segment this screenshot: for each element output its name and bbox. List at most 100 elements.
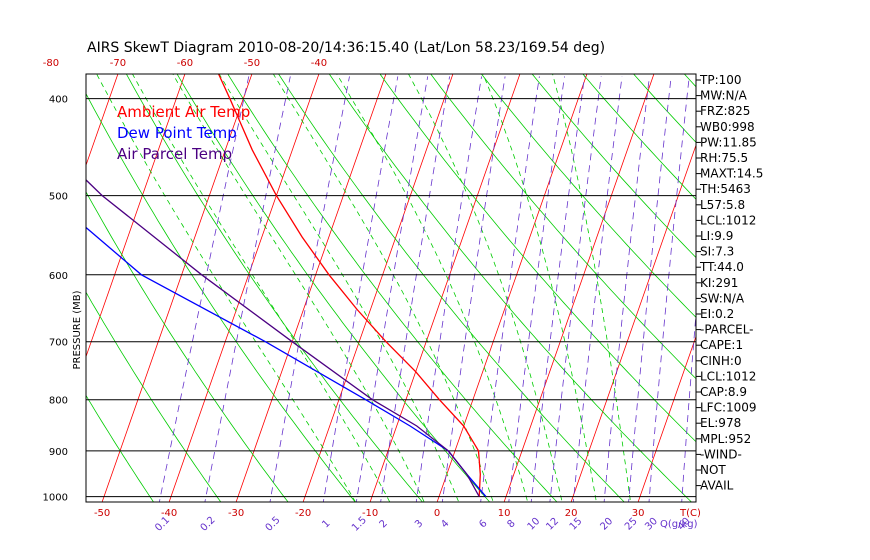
bottom-temp-tick-label: 0 xyxy=(434,508,440,519)
pressure-tick-label: 400 xyxy=(49,95,68,106)
bottom-temp-tick-label: 10 xyxy=(498,508,511,519)
mixing-ratio-line xyxy=(530,76,585,502)
dry-adiabat-line xyxy=(422,0,870,518)
dry-adiabat-line xyxy=(379,74,696,443)
dry-adiabat-line xyxy=(683,74,696,88)
isotherm-line xyxy=(302,74,454,502)
isotherm-line xyxy=(101,74,253,502)
isotherm-line xyxy=(503,74,655,502)
isotherm-line xyxy=(86,74,119,167)
mixing-ratio-line xyxy=(572,76,623,502)
sounding-series xyxy=(86,74,487,498)
dry-adiabat-line xyxy=(582,74,696,200)
legend: Ambient Air Temp Dew Point Temp Air Parcel… xyxy=(117,103,250,163)
isotherm-line xyxy=(436,74,588,502)
mixing-ratio-line xyxy=(322,76,399,502)
y-axis-label: PRESSURE (MB) xyxy=(72,290,83,369)
isobar-lines xyxy=(86,98,696,498)
top-temp-tick-label: -60 xyxy=(177,58,193,69)
legend-entry: Dew Point Temp xyxy=(117,124,237,142)
index-entry: MW:N/A xyxy=(700,89,748,103)
isotherm-line xyxy=(0,64,54,512)
dry-adiabat-line xyxy=(86,500,87,502)
mixing-ratio-tick-label: 30 xyxy=(643,516,660,533)
pressure-tick-label: 500 xyxy=(49,192,68,203)
bottom-temp-tick-label: -50 xyxy=(94,508,110,519)
top-temp-tick-label: -70 xyxy=(110,58,126,69)
moist-adiabat-line xyxy=(172,74,425,502)
isotherm-line xyxy=(168,74,320,502)
index-entry: MAXT:14.5 xyxy=(700,167,763,181)
moist-adiabat-line xyxy=(218,74,460,502)
index-entry: WB0:998 xyxy=(700,120,755,134)
index-entry: LCL:1012 xyxy=(700,213,756,227)
isotherm-line xyxy=(369,74,521,502)
chart-title: AIRS SkewT Diagram 2010-08-20/14:36:15.4… xyxy=(87,40,605,56)
dry-adiabat-line xyxy=(328,74,692,502)
mixing-ratio-tick-label: 12 xyxy=(544,516,561,533)
dry-adiabat-line xyxy=(430,74,696,380)
mixing-ratio-tick-label: 10 xyxy=(526,516,543,533)
bottom-temp-tick-labels: -50 -40 -30 -20 -10 0 10 20 30 xyxy=(94,508,645,519)
dry-adiabat-line xyxy=(321,0,870,518)
isotherm-line xyxy=(570,143,696,502)
mixing-ratio-line xyxy=(681,310,696,502)
index-entry: -WIND- xyxy=(700,447,742,461)
index-entry: TP:100 xyxy=(699,73,742,87)
dry-adiabat-line xyxy=(227,74,558,502)
mixing-ratio-tick-label: 8 xyxy=(506,518,518,530)
bottom-temp-tick-label: 20 xyxy=(565,508,578,519)
pressure-tick-label: 900 xyxy=(49,447,68,458)
index-entry: CINH:0 xyxy=(700,354,742,368)
mixing-ratio-axis-label: Q(g/kg) xyxy=(660,519,698,530)
isotherm-line xyxy=(86,74,186,358)
index-entry: EI:0.2 xyxy=(700,307,734,321)
mixing-ratio-line xyxy=(158,76,250,502)
bottom-temp-tick-label: -30 xyxy=(228,508,244,519)
pressure-tick-label: 700 xyxy=(49,338,68,349)
mixing-ratio-line xyxy=(355,76,429,502)
isotherm-line xyxy=(769,64,870,512)
mixing-ratio-line xyxy=(380,76,450,502)
dry-adiabat-line xyxy=(86,394,154,502)
dry-adiabat-line xyxy=(278,74,625,502)
mixing-ratio-line xyxy=(269,76,350,502)
legend-entry: Air Parcel Temp xyxy=(117,145,232,163)
dry-adiabat-line xyxy=(86,191,289,502)
mixing-ratio-line xyxy=(508,76,565,502)
index-entry: MPL:952 xyxy=(700,432,751,446)
index-entry: KI:291 xyxy=(700,276,738,290)
moist-adiabat-line xyxy=(552,74,631,502)
series-line-air-parcel-temp xyxy=(86,179,480,497)
mixing-ratio-line xyxy=(204,76,291,502)
series-line-ambient-air-temp xyxy=(217,74,481,497)
index-entry: -PARCEL- xyxy=(700,323,754,337)
x-axis-label: T(C) xyxy=(679,508,701,519)
pressure-tick-labels: 1002003004005006007008009001000 xyxy=(43,95,68,504)
pressure-tick-label: 600 xyxy=(49,271,68,282)
pressure-tick-label: 800 xyxy=(49,396,68,407)
moist-adiabat-line xyxy=(132,74,391,502)
dry-adiabat-line xyxy=(531,74,696,259)
index-entry: LFC:1009 xyxy=(700,401,757,415)
dry-adiabat-line xyxy=(86,291,222,502)
top-temp-tick-label: -50 xyxy=(244,58,260,69)
isotherm-line xyxy=(235,74,387,502)
top-temp-tick-label: -80 xyxy=(43,58,59,69)
moist-adiabat-line xyxy=(96,74,356,502)
index-entry: TT:44.0 xyxy=(699,260,744,274)
moist-adiabat-line xyxy=(482,74,597,502)
mixing-ratio-tick-label: 1 xyxy=(320,518,332,530)
moist-adiabat-line xyxy=(408,74,563,502)
moist-adiabat-line xyxy=(336,74,529,502)
index-entry: AVAIL xyxy=(700,479,734,493)
dry-adiabat-line xyxy=(125,74,423,502)
index-entry: EL:978 xyxy=(700,416,741,430)
mixing-ratio-line xyxy=(480,76,540,502)
mixing-ratio-tick-label: 0.5 xyxy=(264,515,283,534)
mixing-ratio-tick-label: 3 xyxy=(413,518,425,530)
mixing-ratio-line xyxy=(648,76,690,502)
dry-adiabat-line xyxy=(0,0,28,518)
